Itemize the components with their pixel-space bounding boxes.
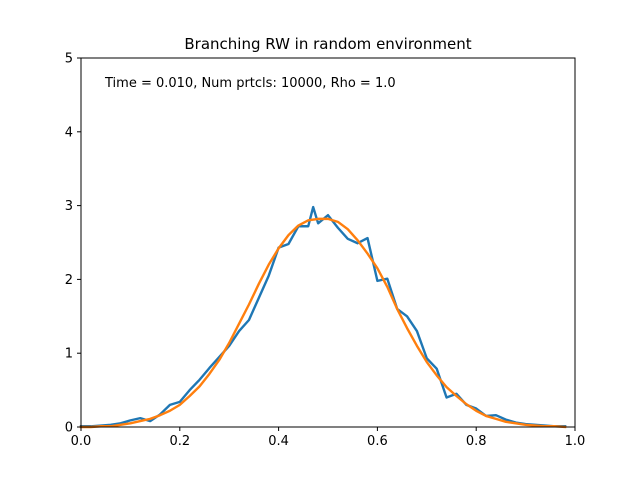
axes-layer: 0.0 0.2 0.4 0.6 0.8 1.0 0 1 2 3 4 5 (65, 52, 586, 450)
x-tick-label: 0.2 (169, 434, 190, 449)
plot-area: Time = 0.010, Num prtcls: 10000, Rho = 1… (79, 58, 575, 429)
y-tick-label: 4 (65, 125, 73, 140)
chart-annotation: Time = 0.010, Num prtcls: 10000, Rho = 1… (104, 76, 396, 91)
x-tick-label: 1.0 (565, 434, 586, 449)
y-axis-ticks: 0 1 2 3 4 5 (65, 52, 81, 436)
y-tick-label: 0 (65, 421, 73, 436)
y-tick-label: 1 (65, 347, 73, 362)
y-tick-label: 5 (65, 52, 73, 67)
x-tick-label: 0.6 (367, 434, 388, 449)
series-line-2 (79, 217, 567, 429)
axes-frame (80, 57, 576, 428)
x-axis-ticks: 0.0 0.2 0.4 0.6 0.8 1.0 (71, 427, 586, 449)
x-tick-label: 0.0 (71, 434, 92, 449)
y-tick-label: 3 (65, 199, 73, 214)
chart-title: Branching RW in random environment (184, 35, 471, 53)
plot-background (81, 58, 575, 427)
x-tick-label: 0.4 (268, 434, 289, 449)
y-tick-label: 2 (65, 273, 73, 288)
x-tick-label: 0.8 (466, 434, 487, 449)
series-layer (79, 205, 567, 429)
